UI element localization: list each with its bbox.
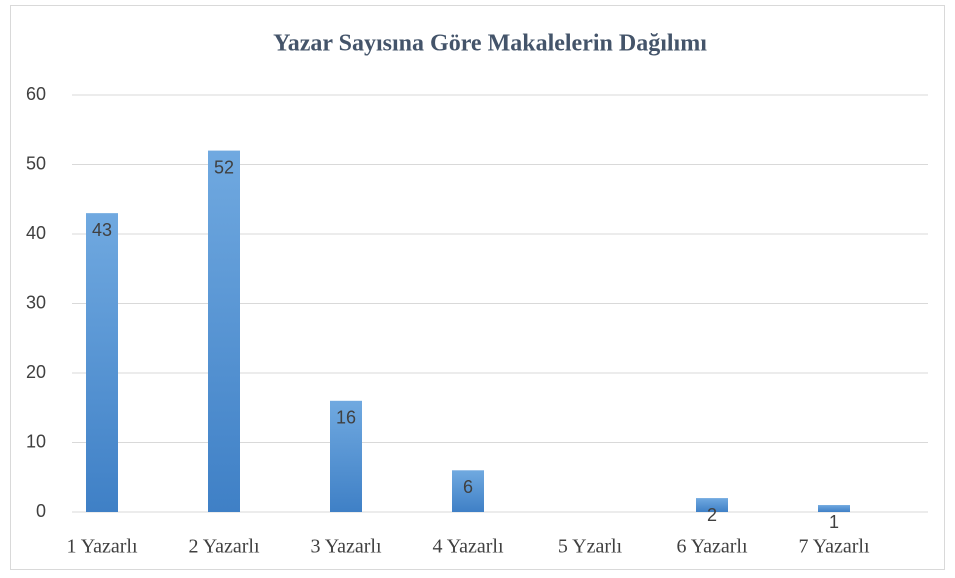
bar	[818, 505, 850, 512]
y-tick-label: 30	[26, 292, 46, 312]
bar	[330, 400, 362, 512]
y-tick-label: 40	[26, 223, 46, 243]
bar	[452, 470, 484, 512]
data-label: 1	[829, 512, 839, 532]
bar	[208, 150, 240, 512]
data-label: 43	[92, 220, 112, 240]
y-tick-label: 60	[26, 84, 46, 104]
data-label: 2	[707, 505, 717, 525]
bar	[86, 213, 118, 512]
data-label: 52	[214, 157, 234, 177]
x-tick-label: 7 Yazarlı	[798, 536, 870, 558]
x-tick-label: 1 Yazarlı	[66, 536, 138, 558]
data-label: 16	[336, 408, 356, 428]
x-tick-label: 3 Yazarlı	[310, 536, 382, 558]
y-tick-label: 10	[26, 431, 46, 451]
data-label: 6	[463, 477, 473, 497]
y-tick-label: 20	[26, 362, 46, 382]
x-tick-label: 5 Yzarlı	[558, 536, 623, 558]
y-tick-label: 50	[26, 153, 46, 173]
y-tick-label: 0	[36, 501, 46, 521]
x-tick-label: 6 Yazarlı	[676, 536, 748, 558]
chart-title: Yazar Sayısına Göre Makalelerin Dağılımı	[273, 31, 707, 57]
bar	[696, 498, 728, 512]
x-tick-label: 2 Yazarlı	[188, 536, 260, 558]
x-tick-label: 4 Yazarlı	[432, 536, 504, 558]
